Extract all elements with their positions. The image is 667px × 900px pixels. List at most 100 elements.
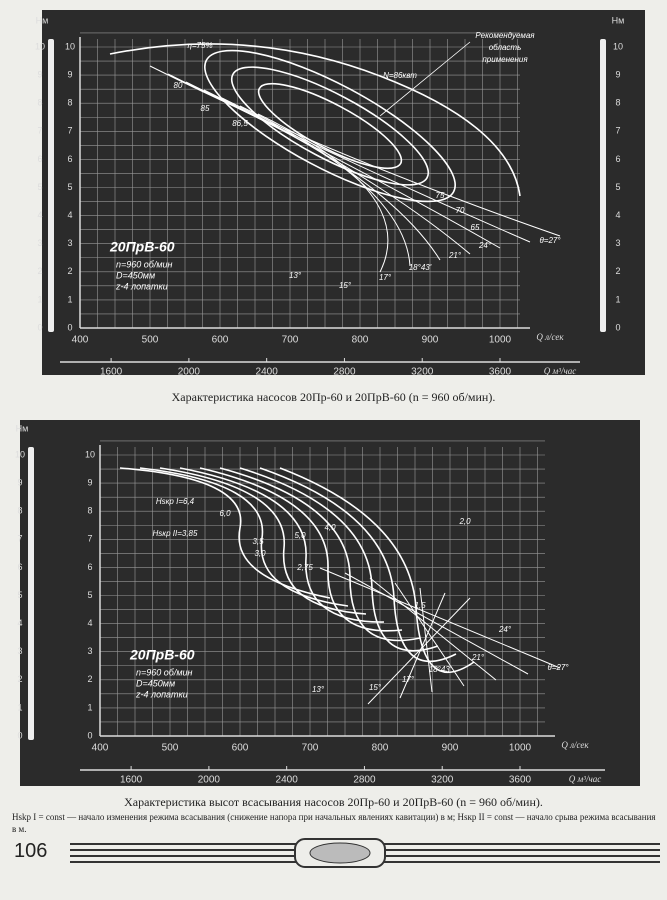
x2-tick-label: 3200	[431, 775, 454, 786]
annotation: 21°	[471, 653, 485, 662]
x-tick-label: 1000	[509, 743, 532, 754]
suction-curve	[219, 467, 421, 642]
blade-line	[185, 81, 501, 249]
y-tick-label: 8	[17, 506, 22, 516]
y-tick-label: 0	[67, 322, 72, 332]
x-tick-label: 800	[372, 743, 389, 754]
y-axis-label: Hм	[36, 15, 49, 25]
y-tick-label: 9	[67, 69, 72, 79]
y-tick-label: 4	[87, 618, 92, 628]
annotation: 13°	[289, 271, 302, 280]
annotation: 24°	[478, 241, 492, 250]
y-tick-label: 2	[615, 266, 620, 276]
x2-tick-label: 3600	[489, 367, 512, 378]
annotation: N=86квт	[383, 71, 417, 80]
annotation: 85	[201, 104, 210, 113]
x2-tick-label: 2400	[256, 367, 279, 378]
x-tick-label: 800	[352, 335, 369, 346]
blade-line	[319, 567, 561, 669]
x2-tick-label: 2400	[276, 775, 299, 786]
annotation: 18°43'	[429, 665, 452, 674]
suction-curve	[259, 467, 457, 663]
annotation: применения	[482, 55, 528, 64]
annotation: область	[489, 43, 522, 52]
figure: 0 1 2 3 4 5 6 7 8 9 10 Hм 0 1 2 3 4 5 6 7 8 9 10 400 500 600 700 80…	[15, 420, 640, 786]
scale-bar	[48, 39, 54, 332]
y-tick-label: 4	[37, 210, 42, 220]
x2-tick-label: 2000	[198, 775, 221, 786]
y-tick-label: 8	[37, 98, 42, 108]
y-tick-label: 8	[87, 506, 92, 516]
y-tick-label: 2	[37, 266, 42, 276]
y-tick-label: 2	[17, 674, 22, 684]
y-tick-label: 3	[17, 646, 22, 656]
suction-curve	[239, 467, 439, 652]
y-tick-label: 0	[17, 730, 22, 740]
x2-axis-label: Q м³/час	[569, 774, 601, 784]
x-tick-label: 1000	[489, 335, 512, 346]
annotation: 21°	[448, 251, 462, 260]
y-tick-label: 8	[67, 98, 72, 108]
blade-line	[394, 582, 465, 687]
y-tick-label: 6	[17, 562, 22, 572]
y-tick-label: 1	[17, 702, 22, 712]
pump-label: n=960 об/мин	[136, 667, 193, 677]
x-tick-label: 400	[92, 743, 109, 754]
pump-label: n=960 об/мин	[116, 259, 173, 269]
annotation: 15°	[339, 281, 352, 290]
y-tick-label: 7	[17, 534, 22, 544]
x2-tick-label: 2800	[353, 775, 376, 786]
annotation: θ=27°	[547, 663, 569, 672]
y-tick-label: 2	[87, 674, 92, 684]
y-tick-label: 9	[87, 477, 92, 487]
y-tick-label: 0	[615, 322, 620, 332]
annotation: θ=27°	[539, 236, 561, 245]
y-tick-label: 3	[67, 238, 72, 248]
scale-bar	[28, 447, 34, 740]
pump-label: 20ПрВ-60	[109, 239, 175, 255]
footnote: Hskp I = const — начало изменения режима…	[12, 812, 656, 834]
blade-line	[257, 113, 389, 273]
annotation: 1,5	[414, 601, 426, 610]
annotation: 13°	[312, 685, 325, 694]
annotation: 24°	[498, 625, 512, 634]
y-tick-label: 4	[67, 210, 72, 220]
y-tick-label: 5	[87, 590, 92, 600]
blade-line	[203, 89, 471, 255]
y-tick-label: 3	[37, 238, 42, 248]
pump-label: z-4 лопатки	[135, 689, 188, 699]
y-tick-label: 8	[615, 98, 620, 108]
y-tick-label: 5	[37, 182, 42, 192]
y-axis-label: Hм	[16, 423, 29, 433]
y-tick-label: 9	[37, 69, 42, 79]
x-axis-label: Q л/сек	[561, 740, 589, 750]
y-tick-label: 3	[615, 238, 620, 248]
x-tick-label: 700	[302, 743, 319, 754]
x-tick-label: 500	[162, 743, 179, 754]
pump-label: z-4 лопатки	[115, 281, 168, 291]
blade-line	[344, 572, 529, 675]
ornament	[70, 838, 660, 868]
annotation: 17°	[379, 273, 392, 282]
y-tick-label: 5	[17, 590, 22, 600]
caption: Характеристика насосов 20Пр-60 и 20ПрВ-6…	[171, 390, 496, 404]
leader	[379, 41, 471, 117]
y-tick-label: 2	[67, 266, 72, 276]
y-tick-label: 1	[37, 294, 42, 304]
y-tick-label: 10	[85, 449, 95, 459]
blade-line	[221, 97, 441, 261]
y-tick-label: 10	[15, 449, 25, 459]
y-tick-label: 0	[87, 730, 92, 740]
annotation: Hsкр I=6,4	[156, 497, 195, 506]
annotation: 80	[174, 81, 183, 90]
x-tick-label: 400	[72, 335, 89, 346]
y-tick-label: 7	[87, 534, 92, 544]
annotation: 5,0	[294, 531, 306, 540]
blade-line	[399, 592, 446, 699]
annotation: 70	[456, 206, 465, 215]
x-tick-label: 500	[142, 335, 159, 346]
y-tick-label: 10	[65, 41, 75, 51]
x2-tick-label: 2800	[333, 367, 356, 378]
y-tick-label: 6	[615, 154, 620, 164]
